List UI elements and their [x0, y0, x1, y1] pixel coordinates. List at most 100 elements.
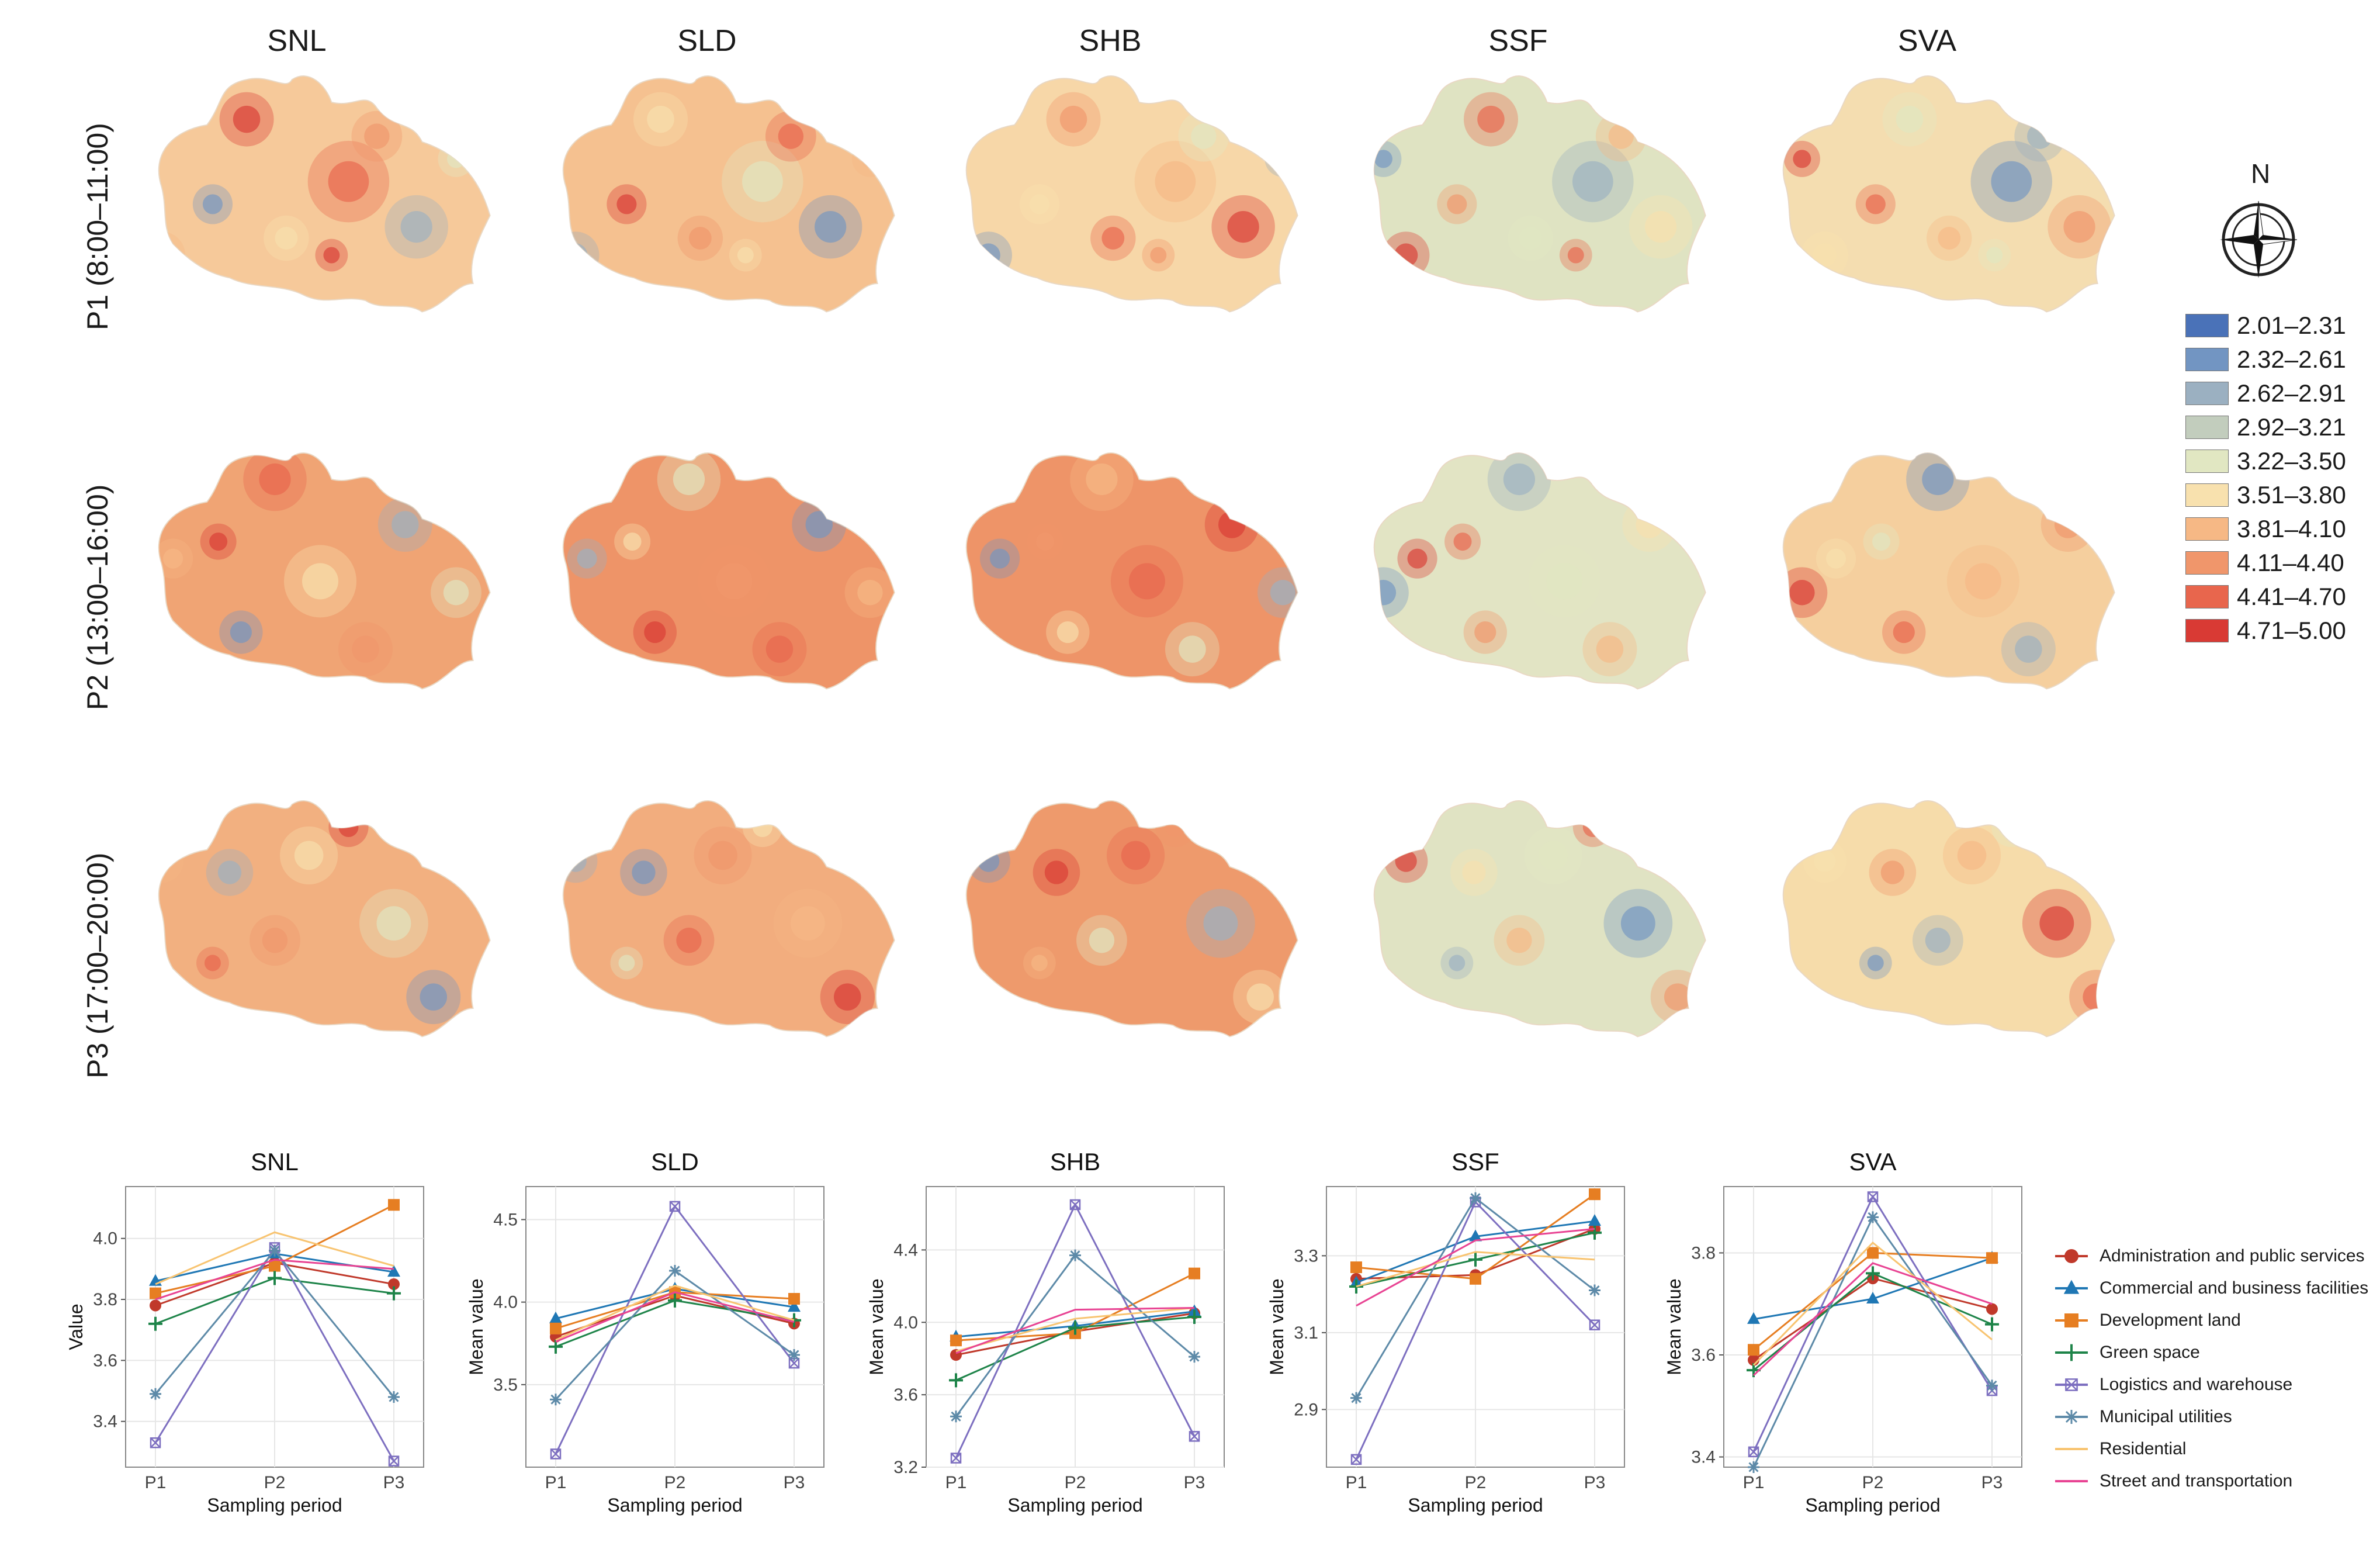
marker — [1589, 1284, 1600, 1296]
hotspot-core — [1121, 841, 1151, 870]
marker — [1867, 1191, 1879, 1202]
y-tick-label: 4.0 — [893, 1313, 918, 1332]
hotspot-core — [1620, 906, 1655, 941]
legend-key — [2055, 1480, 2088, 1482]
hotspot-core — [1407, 548, 1428, 569]
legend-key — [2055, 1378, 2088, 1391]
hotspot-core — [765, 635, 794, 663]
map-row-label: P2 (13:00–16:00) — [81, 484, 114, 710]
legend-key — [2055, 1313, 2088, 1327]
marker — [268, 1271, 282, 1285]
hotspot-core — [716, 563, 753, 600]
hotspot-core — [1813, 243, 1837, 267]
hotspot-core — [623, 533, 642, 551]
y-axis-label: Mean value — [1266, 1278, 1287, 1375]
line-chart: SNL 3.4 3.6 3.8 4.0 P1 P2 P3 Sampling period Valu… — [65, 1148, 424, 1516]
y-tick-label: 4.5 — [493, 1210, 518, 1229]
marker — [550, 1448, 562, 1460]
hotspot-core — [338, 817, 359, 838]
category-legend-label: Street and transportation — [2100, 1471, 2293, 1491]
marker — [2063, 1280, 2080, 1294]
marker — [388, 1455, 400, 1467]
map-region — [562, 75, 895, 313]
hotspot-core — [1089, 928, 1115, 953]
hotspot-core — [1922, 463, 1954, 496]
line-chart: SLD 3.5 4.0 4.5 P1 P2 P3 Sampling period Mean va… — [466, 1148, 824, 1516]
hotspot-core — [1986, 247, 2003, 264]
marker — [1866, 1266, 1880, 1281]
legend-class-label: 2.32–2.61 — [2237, 345, 2346, 373]
hotspot-core — [688, 227, 712, 250]
choropleth-map — [965, 75, 1298, 313]
hotspot — [158, 231, 186, 279]
series-line — [555, 1291, 795, 1343]
hotspot-core — [1789, 580, 1815, 606]
series-line — [955, 1306, 1195, 1354]
hotspot-core — [1447, 194, 1467, 215]
marker — [788, 1300, 801, 1312]
hotspot-core — [790, 906, 825, 941]
hotspot-core — [737, 247, 754, 264]
hotspot-core — [1872, 533, 1890, 551]
x-tick-label: P1 — [1346, 1473, 1367, 1492]
series-line — [1356, 1227, 1595, 1307]
hotspot — [1265, 140, 1298, 177]
marker — [1069, 1249, 1081, 1261]
hotspot-core — [1394, 243, 1418, 267]
x-tick-label: P2 — [1465, 1473, 1487, 1492]
choropleth-map — [158, 75, 491, 313]
x-tick-label: P2 — [264, 1473, 286, 1492]
hotspot-core — [204, 955, 221, 971]
hotspot-core — [352, 635, 379, 663]
legend-class: 2.32–2.61 — [2185, 345, 2346, 374]
marker — [269, 1260, 280, 1272]
marker — [1470, 1273, 1481, 1285]
x-axis-label: Sampling period — [207, 1495, 342, 1516]
hotspot-core — [1938, 227, 1961, 250]
hotspot-core — [1044, 860, 1069, 884]
marker — [950, 1453, 962, 1464]
hotspot-core — [778, 123, 804, 149]
category-legend-label: Administration and public services — [2100, 1246, 2365, 1265]
hotspot-core — [158, 243, 174, 267]
hotspot-core — [1608, 123, 1634, 149]
hotspot-core — [2054, 511, 2082, 538]
choropleth-map — [965, 800, 1298, 1038]
marker — [1588, 1225, 1602, 1240]
choropleth-map — [562, 75, 895, 313]
marker — [669, 1201, 681, 1212]
marker — [950, 1410, 962, 1423]
hotspot-core — [1893, 621, 1915, 644]
y-tick-label: 4.4 — [893, 1240, 918, 1260]
hotspot-core — [1793, 150, 1811, 168]
hotspot-core — [420, 983, 447, 1011]
legend-key — [2055, 1344, 2088, 1361]
hotspot — [438, 140, 474, 177]
category-legend-item: Street and transportation — [2054, 1471, 2292, 1491]
hotspot — [1572, 807, 1613, 848]
map-column-title: SNL — [267, 24, 327, 58]
hotspot-core — [676, 928, 702, 953]
legend-class: 2.01–2.31 — [2185, 312, 2346, 340]
choropleth-map — [1782, 452, 2115, 690]
legend-swatch — [2185, 551, 2229, 575]
marker — [1867, 1211, 1879, 1223]
hotspot-core — [1273, 150, 1292, 168]
hotspot — [966, 231, 1012, 279]
hotspot-core — [233, 105, 261, 133]
choropleth-map — [965, 452, 1298, 690]
marker — [150, 1437, 161, 1448]
legend-class-label: 3.81–4.10 — [2237, 515, 2346, 542]
y-axis-label: Mean value — [466, 1278, 487, 1375]
hotspot-core — [1449, 955, 1466, 971]
hotspot — [1991, 807, 2032, 848]
marker — [2064, 1410, 2078, 1424]
marker — [388, 1278, 400, 1290]
compass-icon — [2220, 200, 2298, 278]
hotspot-core — [302, 563, 338, 600]
y-tick-label: 3.1 — [1294, 1323, 1318, 1343]
marker — [150, 1299, 161, 1312]
y-tick-label: 3.5 — [493, 1375, 518, 1395]
chart-title: SHB — [1050, 1148, 1100, 1175]
choropleth-map — [1782, 75, 2115, 313]
